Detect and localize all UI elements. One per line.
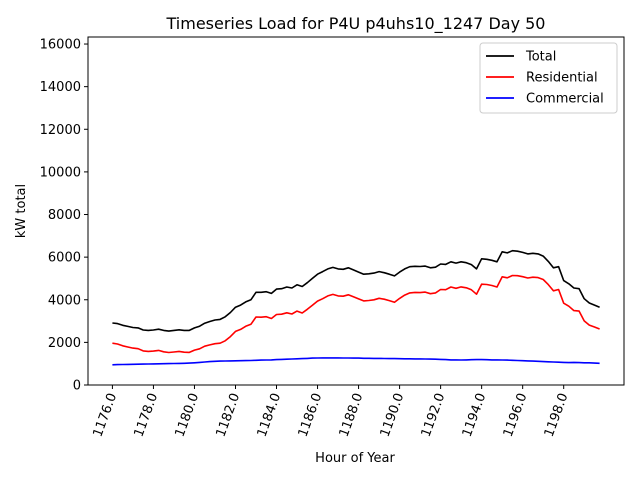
y-tick-label: 6000 [48,251,81,266]
y-tick-label: 16000 [40,38,81,53]
series-line-commercial [112,357,600,366]
legend-label-total: Total [525,50,556,65]
series-lines [112,249,600,366]
series-line-total [112,249,600,332]
legend: Total Residential Commercial [479,42,618,114]
x-axis-label: Hour of Year [315,451,395,466]
legend-box [479,42,618,114]
chart-title: Timeseries Load for P4U p4uhs10_1247 Day… [166,14,546,34]
legend-label-commercial: Commercial [526,92,604,107]
y-tick-label: 0 [73,379,81,394]
y-tick-label: 14000 [40,80,81,95]
y-axis-label: kW total [14,184,29,238]
series-line-residential [112,274,600,354]
y-tick-label: 10000 [40,165,81,180]
y-tick-label: 4000 [48,293,81,308]
legend-label-residential: Residential [526,71,598,86]
plot-frame [87,36,625,386]
y-tick-label: 8000 [48,208,81,223]
y-tick-label: 2000 [48,336,81,351]
y-tick-label: 12000 [40,123,81,138]
